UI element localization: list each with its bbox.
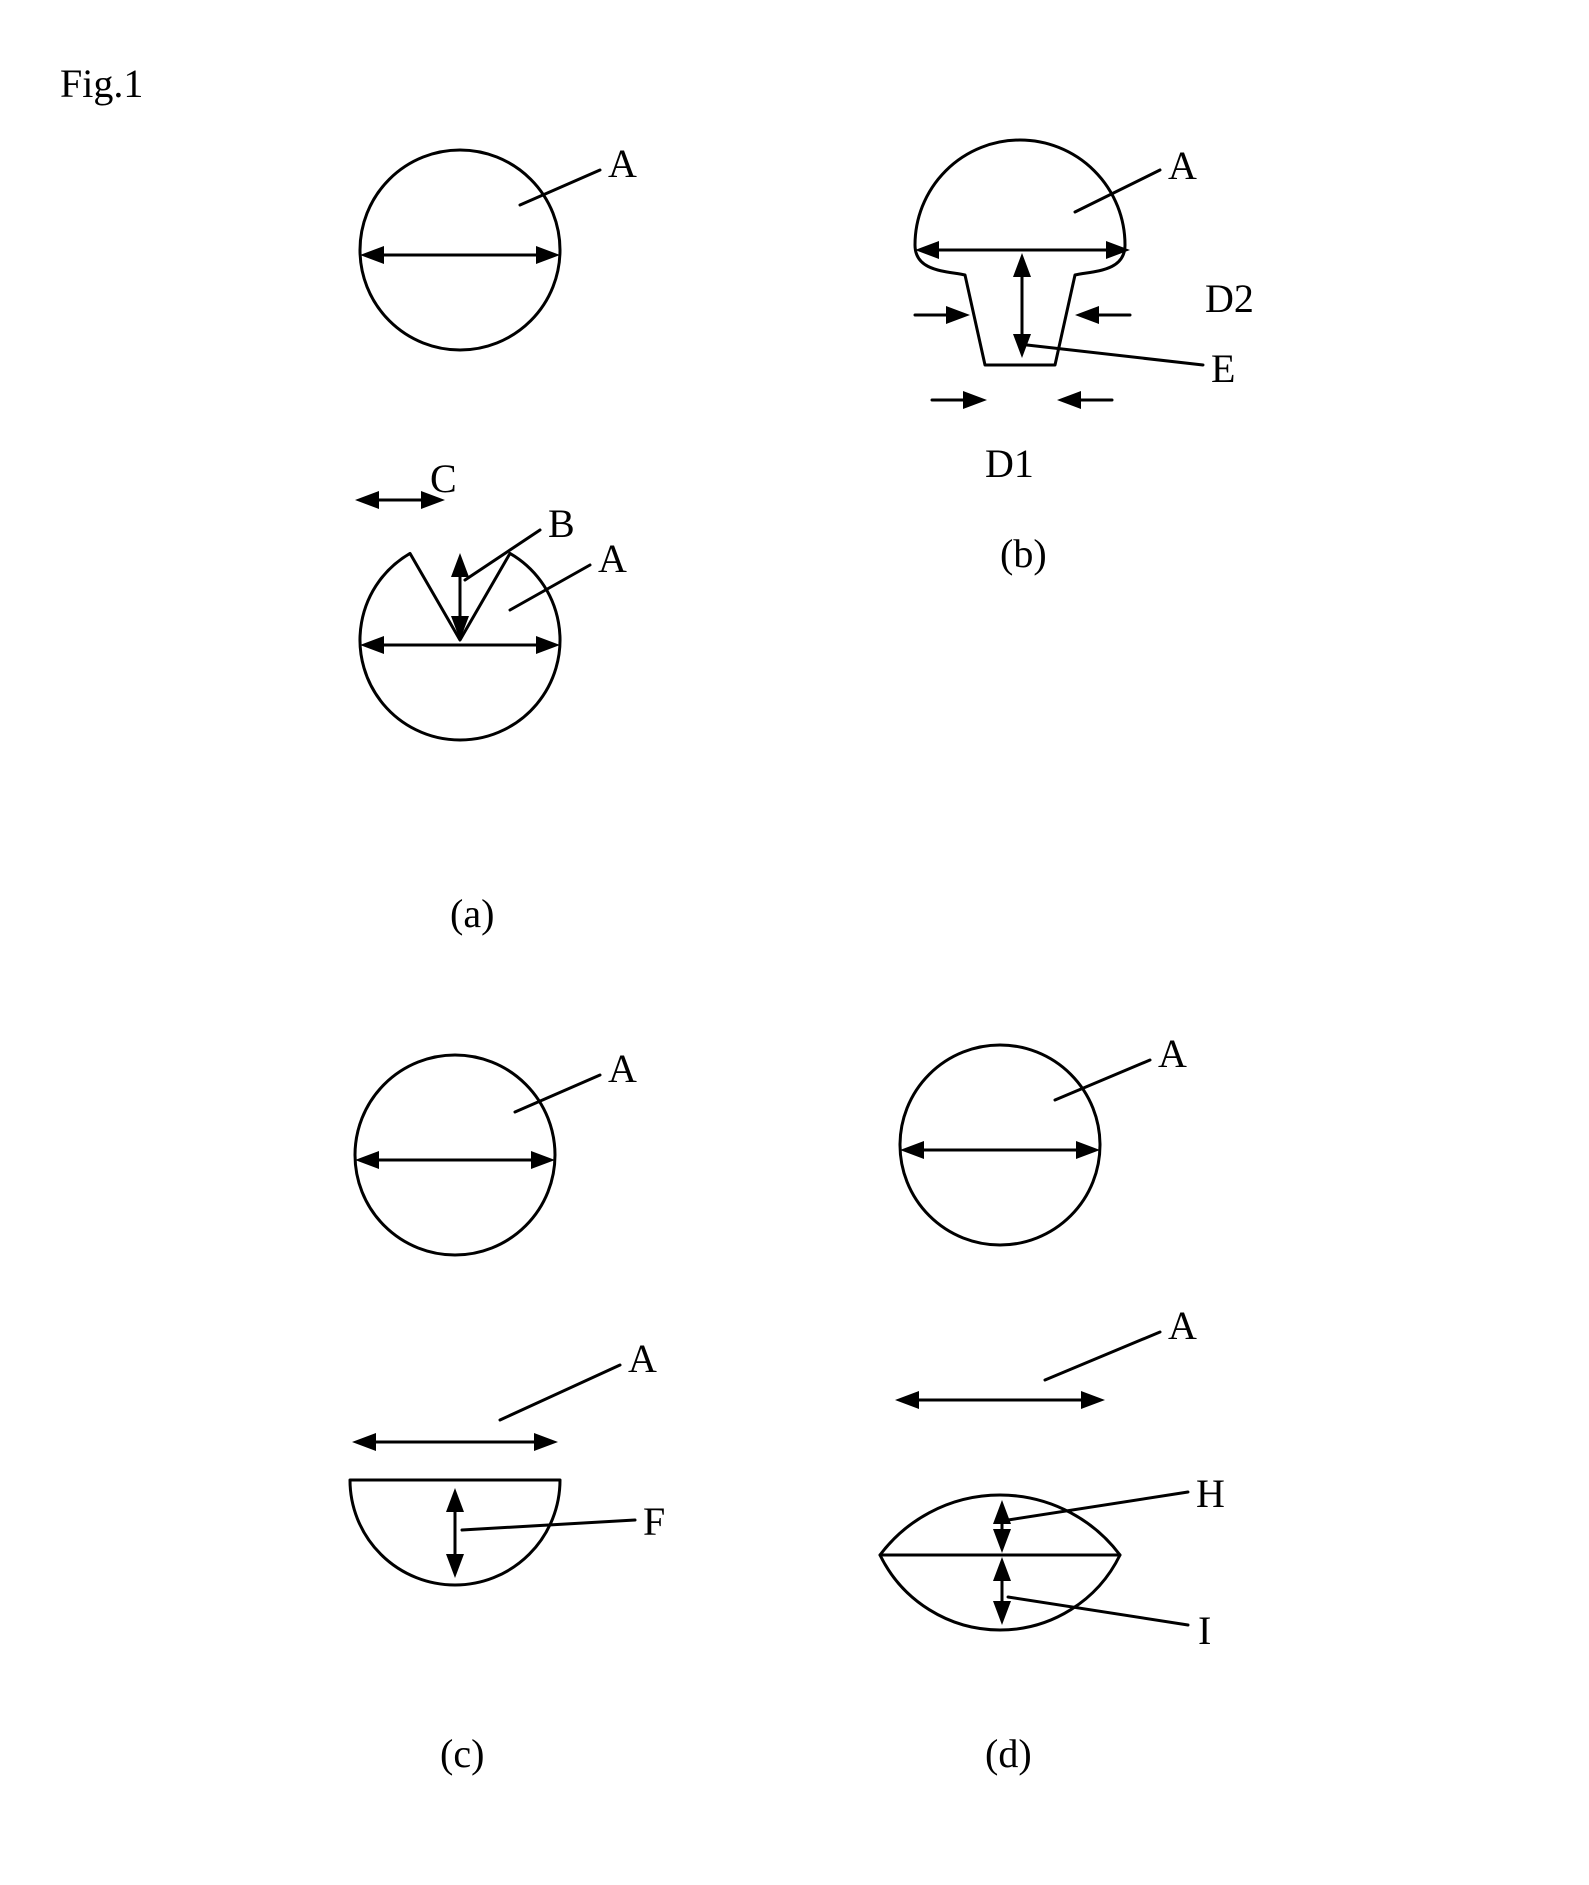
- leader-label: A: [1168, 142, 1197, 189]
- leader-label: D2: [1205, 275, 1254, 322]
- figure-stage: Fig.1ABAC(a)AD2ED1(b)AAF(c)AAHI(d): [0, 0, 1589, 1885]
- free-label: C: [430, 455, 457, 502]
- leader-label: A: [608, 1045, 637, 1092]
- leader-label: I: [1198, 1607, 1211, 1654]
- figure-title: Fig.1: [60, 60, 143, 107]
- leader-label: H: [1196, 1470, 1225, 1517]
- leader-label: E: [1211, 345, 1235, 392]
- figure-svg: [0, 0, 1589, 1885]
- panel-caption: (a): [450, 890, 494, 937]
- leader-label: A: [1168, 1302, 1197, 1349]
- leader-label: A: [598, 535, 627, 582]
- leader-label: A: [608, 140, 637, 187]
- free-label: D1: [985, 440, 1034, 487]
- leader-label: A: [1158, 1030, 1187, 1077]
- panel-caption: (d): [985, 1730, 1032, 1777]
- leader-label: A: [628, 1335, 657, 1382]
- panel-caption: (c): [440, 1730, 484, 1777]
- leader-label: B: [548, 500, 575, 547]
- panel-caption: (b): [1000, 530, 1047, 577]
- leader-label: F: [643, 1498, 665, 1545]
